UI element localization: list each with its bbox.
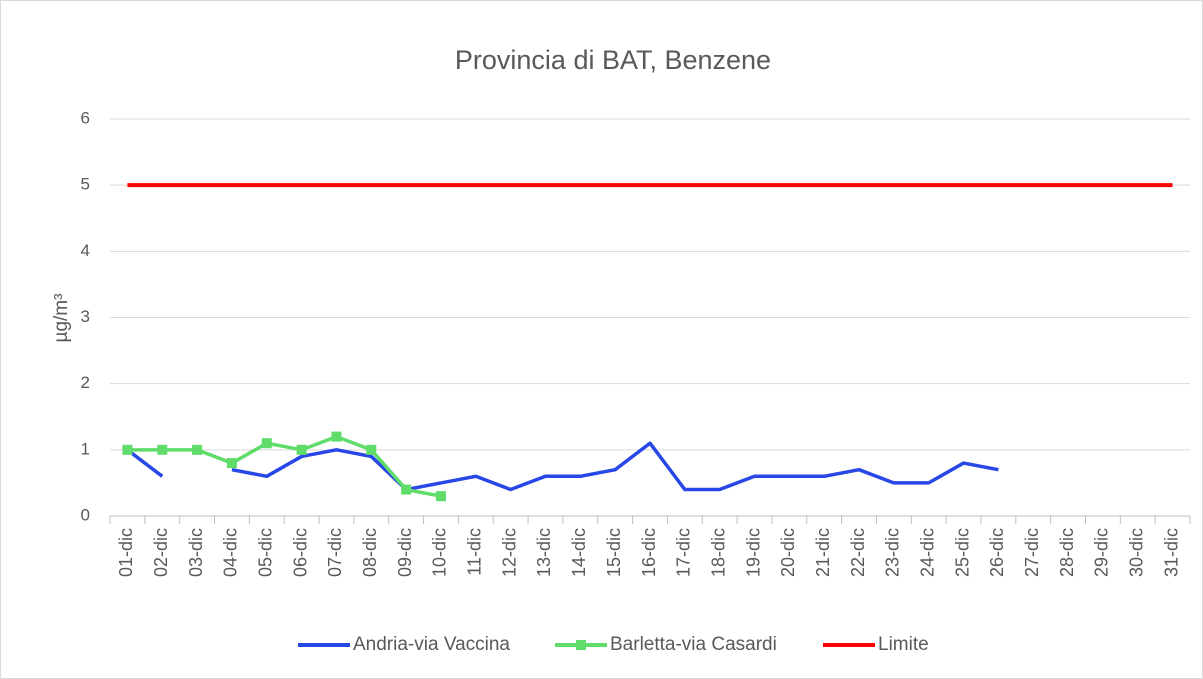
x-tick-label: 31-dic [1161,528,1181,577]
y-tick-label: 0 [81,505,90,524]
series-marker [192,444,203,455]
x-tick-label: 05-dic [256,528,276,577]
series-marker [226,458,237,469]
y-tick-label: 3 [81,307,90,326]
y-tick-label: 5 [81,175,90,194]
x-tick-label: 28-dic [1057,528,1077,577]
x-tick-label: 23-dic [883,528,903,577]
x-tick-label: 20-dic [778,528,798,577]
x-tick-label: 27-dic [1022,528,1042,577]
series-marker [401,484,412,495]
x-tick-label: 08-dic [360,528,380,577]
legend-marker [576,640,586,650]
series-marker [296,444,307,455]
x-tick-label: 19-dic [743,528,763,577]
x-tick-label: 09-dic [395,528,415,577]
y-tick-label: 4 [81,241,90,260]
y-axis-label: µg/m³ [51,294,72,343]
series-marker [366,444,377,455]
x-tick-label: 18-dic [708,528,728,577]
y-tick-label: 6 [81,108,90,127]
x-tick-label: 06-dic [290,528,310,577]
chart-title: Provincia di BAT, Benzene [455,45,771,75]
x-tick-label: 30-dic [1126,528,1146,577]
x-tick-label: 29-dic [1092,528,1112,577]
x-tick-label: 11-dic [465,528,485,576]
series-marker [261,438,272,449]
series-marker [122,444,133,455]
x-tick-label: 17-dic [674,528,694,577]
y-tick-label: 1 [81,439,90,458]
x-tick-label: 25-dic [952,528,972,577]
x-tick-label: 01-dic [116,528,136,577]
x-tick-label: 26-dic [987,528,1007,577]
x-tick-label: 21-dic [813,528,833,577]
legend-label: Barletta-via Casardi [610,634,777,655]
x-tick-label: 07-dic [325,528,345,577]
series-line [126,441,999,492]
series-marker [331,431,342,442]
x-tick-label: 10-dic [430,528,450,577]
x-tick-label: 13-dic [534,528,554,577]
x-tick-label: 04-dic [221,528,241,577]
x-tick-label: 16-dic [639,528,659,577]
series-marker [435,491,446,502]
x-tick-label: 02-dic [151,528,171,577]
y-tick-label: 2 [81,373,90,392]
x-tick-label: 24-dic [917,528,937,577]
x-tick-label: 12-dic [499,528,519,577]
x-tick-label: 22-dic [848,528,868,577]
legend-label: Limite [878,634,929,655]
series-line [127,434,442,498]
legend-label: Andria-via Vaccina [353,634,510,655]
series-marker [157,444,168,455]
x-tick-label: 15-dic [604,528,624,577]
x-tick-label: 03-dic [186,528,206,577]
x-tick-label: 14-dic [569,528,589,577]
